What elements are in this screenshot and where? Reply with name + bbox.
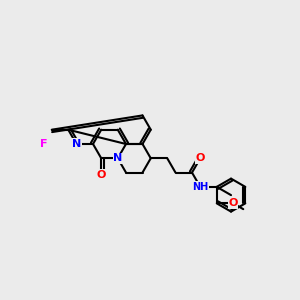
Text: O: O [97,170,106,180]
Text: O: O [196,153,205,163]
Text: NH: NH [192,182,208,192]
Text: N: N [113,153,122,163]
Text: O: O [229,198,238,208]
Text: F: F [40,139,47,149]
Text: N: N [72,139,81,149]
